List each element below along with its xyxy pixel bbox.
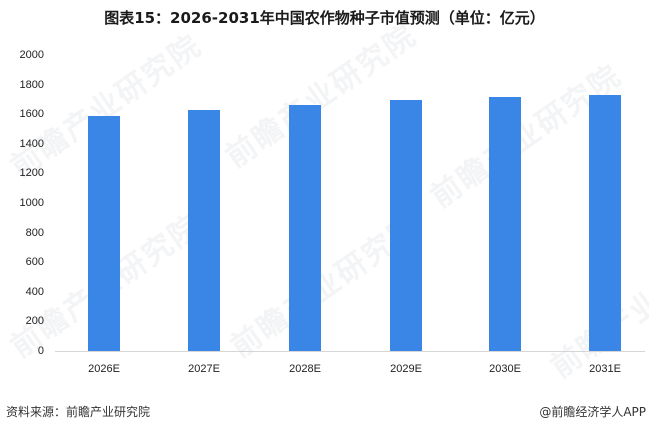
credit-note: @前瞻经济学人APP <box>539 405 646 419</box>
x-tick-label: 2030E <box>489 363 521 375</box>
y-tick-label: 1000 <box>19 197 44 209</box>
x-tick-label: 2031E <box>589 363 621 375</box>
y-tick-label: 1400 <box>19 137 44 150</box>
bar-2028E <box>289 104 321 351</box>
y-tick-label: 200 <box>25 315 44 328</box>
bar-2027E <box>188 109 220 351</box>
y-tick-label: 400 <box>25 285 44 298</box>
y-tick-label: 0 <box>37 345 44 357</box>
chart-title: 图表15：2026-2031年中国农作物种子市值预测（单位：亿元） <box>104 9 545 27</box>
x-tick-label: 2028E <box>289 363 321 375</box>
x-axis-line <box>55 351 645 352</box>
x-tick-label: 2029E <box>390 363 422 375</box>
x-tick-label: 2027E <box>188 363 220 375</box>
bar-2031E <box>589 94 621 351</box>
bar-2030E <box>489 96 521 351</box>
x-tick-label: 2026E <box>88 363 120 375</box>
y-tick-label: 1200 <box>19 167 44 180</box>
y-tick-label: 800 <box>25 226 44 239</box>
y-tick-label: 1600 <box>19 108 44 121</box>
y-tick-label: 2000 <box>19 49 44 61</box>
y-tick-label: 1800 <box>19 78 44 91</box>
source-note: 资料来源：前瞻产业研究院 <box>6 405 151 419</box>
bar-2026E <box>88 116 120 351</box>
y-tick-label: 600 <box>25 256 44 269</box>
bar-2029E <box>390 99 422 351</box>
